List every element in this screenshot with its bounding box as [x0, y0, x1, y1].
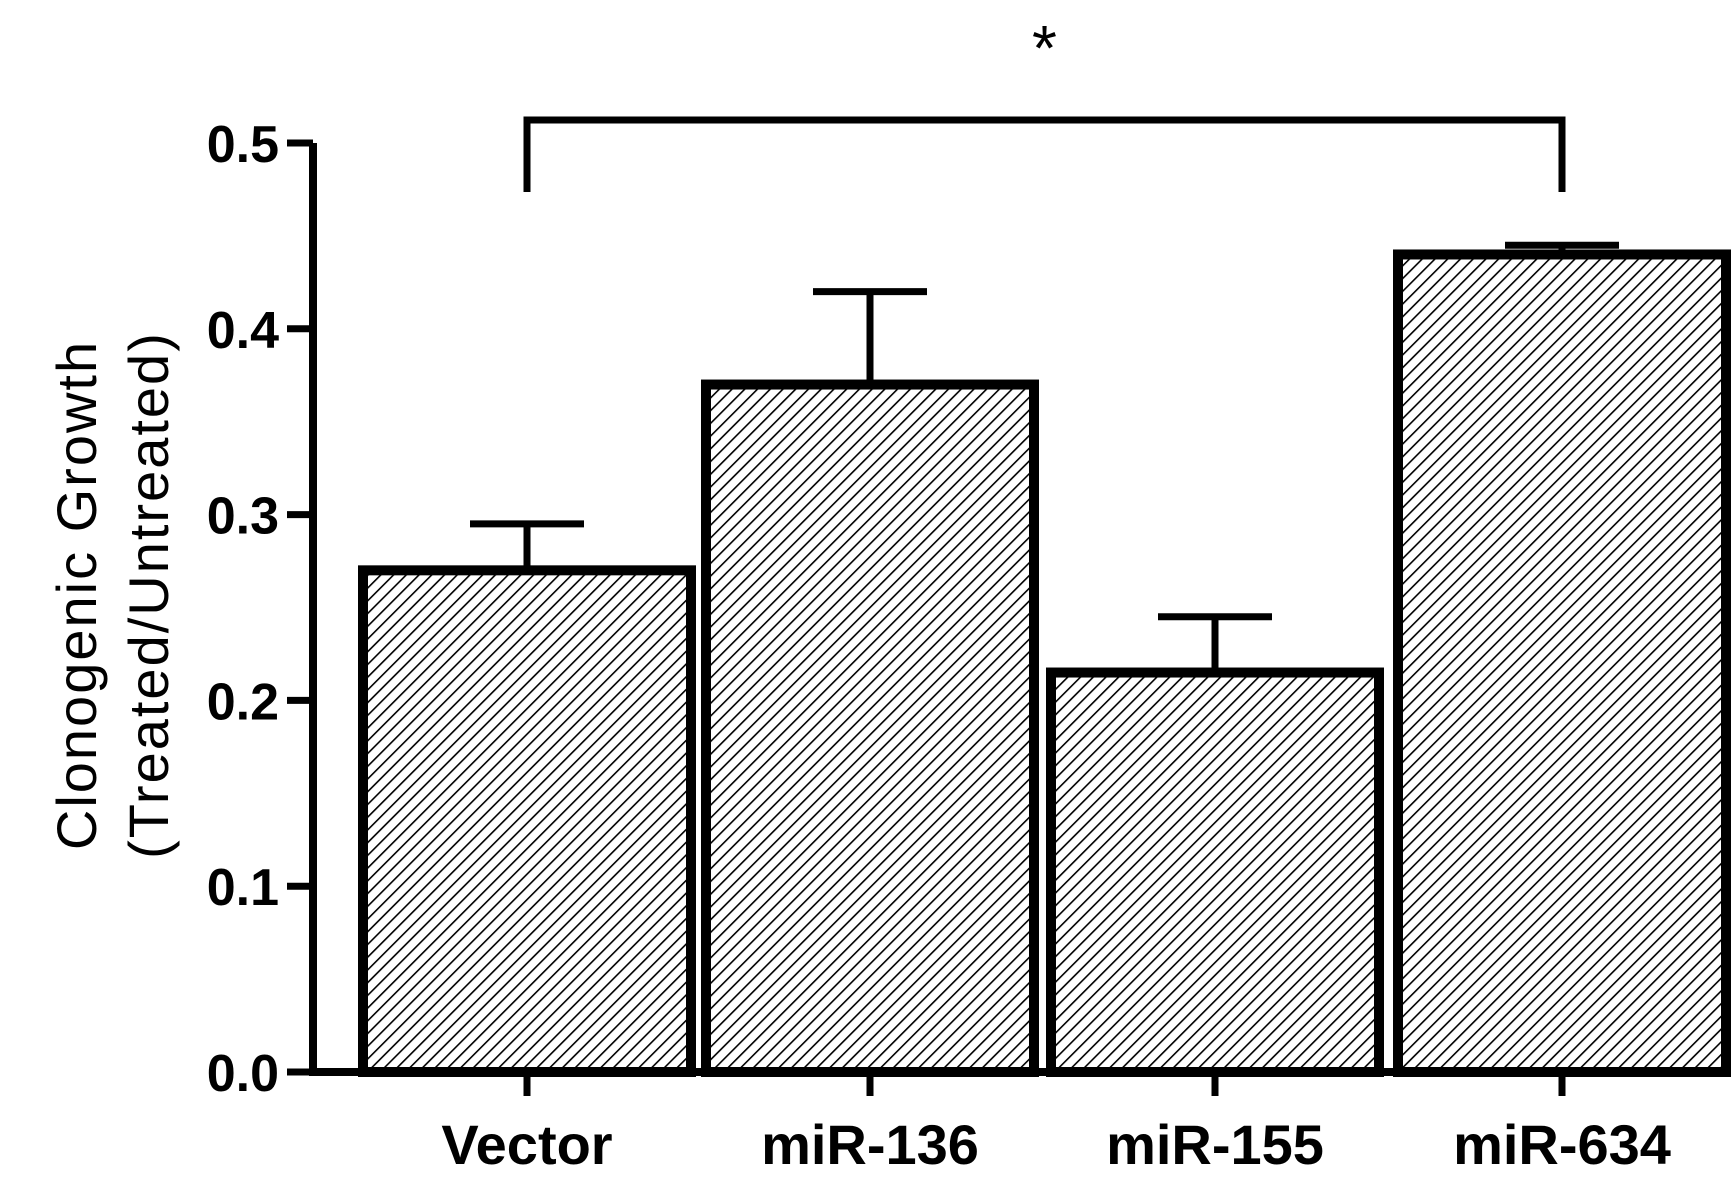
axes: 0.0 0.1 0.2 0.3 0.4 0.5 Vector miR-136 miR-155 mi… — [207, 116, 1722, 1176]
y-tick-label: 0.5 — [207, 116, 279, 174]
bars — [358, 241, 1731, 1078]
y-axis-title-line-2: (Treated/Untreated) — [117, 331, 180, 859]
bar-mir-634 — [1393, 249, 1731, 1078]
x-tick-label: Vector — [441, 1113, 612, 1176]
y-tick-label: 0.4 — [207, 302, 279, 360]
significance-label: * — [1032, 12, 1057, 84]
y-axis-title-line-1: Clonogenic Growth — [45, 340, 108, 850]
significance-bracket: * — [523, 12, 1566, 192]
y-tick-label: 0.0 — [207, 1045, 279, 1103]
x-tick-label: miR-634 — [1453, 1113, 1671, 1176]
significance-bracket-line — [523, 116, 1566, 192]
bar-mir-155 — [1046, 667, 1384, 1078]
y-tick-label: 0.3 — [207, 488, 279, 546]
bar-vector — [358, 565, 696, 1078]
x-tick-label: miR-136 — [761, 1113, 979, 1176]
y-tick-label: 0.2 — [207, 673, 279, 731]
x-tick-label: miR-155 — [1106, 1113, 1324, 1176]
y-axis-title: Clonogenic Growth (Treated/Untreated) — [45, 331, 180, 859]
y-tick-label: 0.1 — [207, 859, 279, 917]
bar-mir-136 — [701, 379, 1039, 1078]
